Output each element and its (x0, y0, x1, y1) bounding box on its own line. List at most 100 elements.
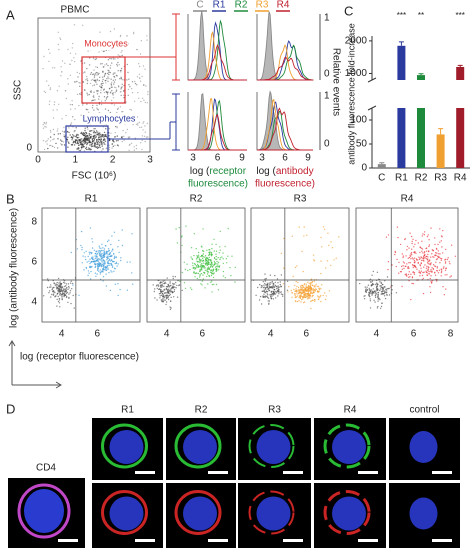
dot (425, 247, 428, 249)
x-tick-label: 9 (239, 153, 245, 164)
dot (442, 267, 445, 269)
dot (269, 283, 271, 285)
dot (387, 234, 390, 236)
dot (92, 78, 94, 81)
dot (270, 297, 272, 299)
y-tick-label: 0 (324, 139, 330, 150)
dot (391, 289, 393, 291)
dot (114, 91, 116, 94)
dot (400, 271, 403, 273)
dot (430, 275, 432, 277)
dot (260, 286, 262, 289)
dot (419, 271, 421, 274)
plot-title: R3 (294, 194, 307, 205)
dot (114, 262, 117, 265)
dot (121, 50, 123, 52)
dot (447, 257, 449, 259)
dot (103, 131, 106, 134)
dot (432, 256, 434, 258)
dot (78, 93, 81, 95)
dot (304, 296, 306, 299)
dot (105, 63, 108, 65)
dot (314, 300, 316, 303)
dot (58, 297, 61, 300)
dot (302, 298, 304, 300)
dot (191, 258, 193, 260)
dot (61, 286, 64, 288)
dot (104, 143, 107, 146)
dot (368, 295, 370, 297)
y-tick-label: 4 (31, 297, 37, 308)
dot (270, 290, 273, 293)
dot (103, 143, 106, 145)
dot (68, 293, 70, 295)
dot (112, 260, 114, 263)
dot (202, 253, 205, 255)
dot (107, 268, 109, 271)
dot (162, 290, 164, 293)
dot (211, 269, 213, 271)
dot (383, 293, 385, 295)
dot (274, 281, 276, 284)
dot (93, 75, 96, 77)
cell-membrane (323, 423, 371, 469)
dot (380, 285, 382, 287)
dot (419, 257, 421, 260)
dot (386, 276, 389, 278)
dot (265, 290, 268, 292)
dot (377, 288, 379, 291)
dot (101, 243, 103, 245)
dot (100, 103, 103, 106)
dot (366, 289, 368, 292)
dot (218, 266, 220, 268)
dot (305, 296, 308, 298)
dot (47, 138, 49, 140)
dot (100, 86, 103, 89)
dot (102, 250, 104, 252)
dot (428, 270, 430, 273)
dot (122, 110, 124, 113)
dot (117, 294, 119, 297)
dot (54, 291, 56, 294)
dot (53, 133, 55, 136)
dot (103, 250, 105, 252)
bar (417, 108, 425, 168)
dot (109, 30, 112, 33)
dot (116, 265, 118, 267)
dot (159, 284, 162, 286)
dot (90, 252, 93, 255)
dot (214, 266, 217, 268)
dot (325, 295, 327, 297)
dot (73, 24, 76, 26)
dot (409, 254, 411, 256)
dot (213, 283, 215, 286)
plot-title: R2 (190, 194, 203, 205)
dot (78, 136, 80, 139)
dot (72, 42, 74, 45)
bar (397, 108, 406, 168)
dot (81, 138, 83, 140)
dot (93, 136, 95, 138)
dot (107, 69, 109, 72)
dot (163, 285, 165, 288)
dot (72, 136, 74, 139)
dot (92, 132, 95, 134)
x-tick-label: 6 (215, 153, 221, 164)
dot (96, 143, 98, 145)
dot (102, 71, 104, 73)
dot (103, 74, 106, 76)
dot (422, 271, 424, 274)
dot (320, 300, 322, 303)
dot (61, 130, 64, 132)
dot (377, 305, 379, 308)
dot (57, 138, 59, 140)
dot (139, 126, 141, 129)
dot (65, 283, 68, 285)
dot (136, 84, 138, 86)
dot (144, 140, 146, 143)
dot (64, 62, 66, 64)
dot (93, 109, 95, 111)
dot (89, 278, 92, 280)
dot (298, 296, 300, 298)
dot (154, 288, 156, 290)
